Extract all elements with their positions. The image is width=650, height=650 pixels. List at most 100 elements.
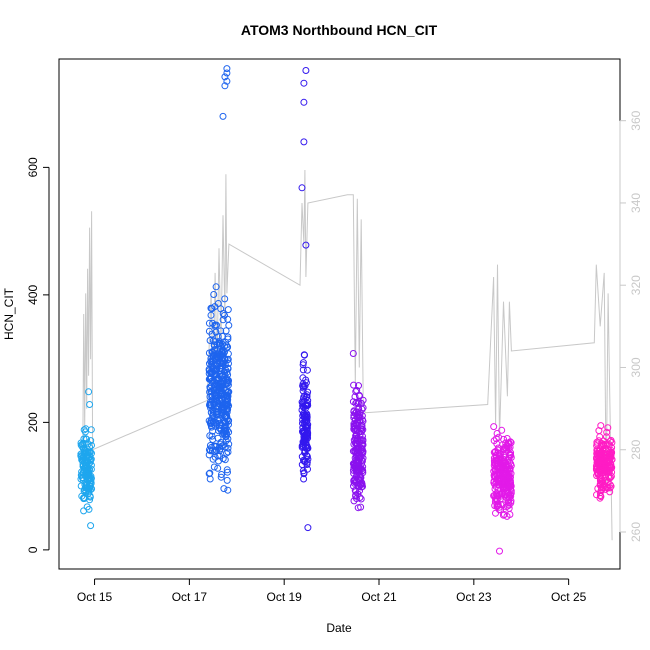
- data-point: [304, 524, 312, 532]
- secondary-series-line: [82, 169, 613, 541]
- data-point: [606, 484, 614, 492]
- data-point: [207, 419, 215, 427]
- data-point: [217, 349, 225, 357]
- data-point: [505, 491, 513, 499]
- data-point: [212, 283, 220, 291]
- data-point: [359, 437, 367, 445]
- data-point: [503, 443, 511, 451]
- data-point: [300, 138, 308, 146]
- y2-tick-label: 260: [629, 522, 643, 542]
- data-point: [600, 468, 608, 476]
- data-point: [300, 79, 308, 87]
- data-point: [224, 435, 232, 443]
- data-point: [81, 484, 89, 492]
- secondary-series-layer: [82, 169, 613, 541]
- data-point: [494, 464, 501, 472]
- data-point: [85, 388, 93, 396]
- data-point: [221, 311, 228, 319]
- data-point: [224, 486, 232, 494]
- data-point: [217, 473, 225, 481]
- data-point: [491, 485, 499, 493]
- data-point: [506, 491, 514, 498]
- data-point: [608, 439, 616, 446]
- data-point: [77, 450, 85, 458]
- data-point: [507, 470, 515, 478]
- x-tick-label: Oct 21: [361, 590, 397, 604]
- data-point: [298, 184, 306, 192]
- data-point: [349, 350, 357, 357]
- data-point: [302, 241, 310, 249]
- data-point: [353, 386, 361, 394]
- data-point: [495, 433, 503, 441]
- data-point: [81, 428, 89, 436]
- data-point: [353, 441, 361, 449]
- data-point: [597, 461, 605, 469]
- data-point: [493, 456, 500, 464]
- x-axis-label: Date: [326, 621, 352, 635]
- y-tick-label: 600: [26, 157, 40, 177]
- data-point: [603, 433, 610, 441]
- data-point: [356, 417, 364, 425]
- data-point: [352, 388, 360, 396]
- data-point: [86, 453, 94, 460]
- data-point: [222, 401, 230, 409]
- data-point: [223, 397, 231, 405]
- data-point: [349, 398, 357, 406]
- data-point: [357, 495, 365, 503]
- data-point: [301, 458, 309, 466]
- data-point: [507, 489, 515, 497]
- y-tick-label: 400: [26, 285, 40, 305]
- data-point: [350, 381, 358, 389]
- data-point: [206, 475, 214, 483]
- data-point: [606, 437, 614, 445]
- data-point: [79, 457, 87, 465]
- data-point: [205, 319, 213, 327]
- x-tick-label: Oct 25: [551, 590, 587, 604]
- data-point: [224, 468, 231, 476]
- data-point: [302, 67, 310, 74]
- data-point: [208, 377, 216, 385]
- data-point: [596, 457, 604, 465]
- data-point: [506, 511, 514, 518]
- y-tick-label: 0: [26, 546, 40, 553]
- data-point: [596, 449, 604, 457]
- data-point: [217, 426, 225, 434]
- chart-title: ATOM3 Northbound HCN_CIT: [241, 22, 438, 38]
- data-point: [81, 463, 89, 471]
- y2-tick-label: 320: [629, 275, 643, 295]
- data-point: [598, 484, 605, 492]
- data-point: [206, 388, 214, 396]
- data-point: [224, 417, 232, 425]
- data-point: [500, 453, 508, 461]
- data-point: [218, 401, 226, 409]
- data-point: [300, 383, 308, 390]
- data-point: [496, 547, 503, 555]
- data-point: [212, 328, 220, 336]
- data-point: [224, 335, 232, 343]
- x-axis: Oct 15 Oct 17 Oct 19 Oct 21 Oct 23 Oct 25: [77, 578, 587, 604]
- data-point: [219, 405, 227, 413]
- data-point: [207, 304, 215, 312]
- data-point: [221, 295, 229, 303]
- data-point: [207, 311, 215, 319]
- data-point: [299, 366, 307, 374]
- data-point: [82, 425, 90, 433]
- data-point: [355, 405, 363, 413]
- data-point: [607, 461, 615, 469]
- data-point: [216, 415, 224, 423]
- data-point: [304, 401, 312, 409]
- data-point: [492, 509, 499, 517]
- data-point: [223, 476, 231, 484]
- data-point: [596, 492, 604, 499]
- data-point: [77, 475, 85, 483]
- data-point: [494, 500, 502, 508]
- data-point: [606, 449, 614, 456]
- data-point: [218, 397, 226, 405]
- data-point: [603, 428, 611, 436]
- data-point: [494, 444, 502, 452]
- data-point: [303, 393, 311, 401]
- data-point: [83, 503, 91, 511]
- data-point: [491, 502, 499, 510]
- data-point: [224, 333, 232, 341]
